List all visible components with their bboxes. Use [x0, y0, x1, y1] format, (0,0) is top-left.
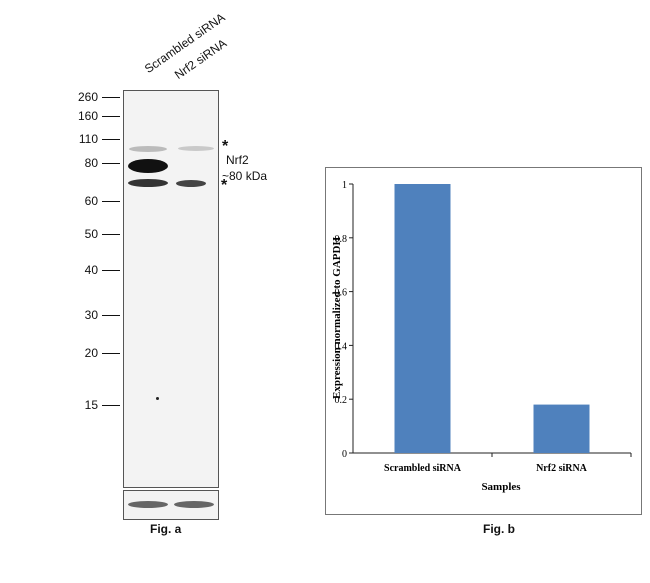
mw-tick-160: [102, 116, 120, 117]
mw-marker-60: 60: [84, 194, 98, 208]
y-tick-label: 1: [342, 180, 347, 191]
y-tick-label: 0.4: [335, 341, 348, 352]
mw-marker-80: 80: [84, 156, 98, 170]
bar-2: [533, 404, 590, 453]
x-tick-label: Nrf2 siRNA: [536, 463, 588, 474]
mw-tick-40: [102, 270, 120, 271]
band-nrf2-nonspecific-upper: [178, 146, 214, 151]
mw-marker-15: 15: [84, 398, 98, 412]
figure-a-caption: Fig. a: [150, 522, 182, 536]
mw-tick-20: [102, 353, 120, 354]
y-axis-title: Expression normalized to GAPDH: [331, 237, 343, 399]
mw-marker-110: 110: [78, 132, 98, 146]
loading-control-membrane: [123, 490, 219, 520]
mw-tick-80: [102, 163, 120, 164]
y-tick-label: 0.2: [335, 395, 348, 406]
mw-tick-260: [102, 97, 120, 98]
bar-1: [394, 184, 451, 453]
y-tick-label: 0.6: [335, 288, 348, 299]
blot-speck: [156, 397, 159, 400]
mw-tick-60: [102, 201, 120, 202]
band-scrambled-nrf2: [128, 159, 168, 173]
mw-marker-20: 20: [84, 346, 98, 360]
nonspecific-marker-lower: *: [221, 177, 228, 194]
target-label: Nrf2: [226, 153, 249, 167]
mw-marker-160: 160: [77, 109, 98, 123]
y-tick-label: 0.8: [335, 234, 348, 245]
band-loading-control-nrf2: [174, 501, 214, 508]
band-nrf2-nonspecific-lower: [176, 180, 206, 187]
y-tick-label: 0: [342, 449, 347, 460]
band-scrambled-nonspecific-lower: [128, 179, 168, 187]
mw-marker-50: 50: [84, 227, 98, 241]
mw-tick-110: [102, 139, 120, 140]
band-scrambled-nonspecific-upper: [129, 146, 167, 152]
nonspecific-marker-upper: *: [222, 138, 229, 155]
figure-b-caption: Fig. b: [483, 522, 515, 536]
mw-marker-40: 40: [84, 263, 98, 277]
x-tick-label: Scrambled siRNA: [384, 463, 462, 474]
mw-tick-15: [102, 405, 120, 406]
blot-membrane: [123, 90, 219, 488]
target-size-label: ~80 kDa: [222, 169, 268, 183]
mw-tick-50: [102, 234, 120, 235]
chart-frame: 0 0.2 0.4 0.6 0.8 1 Scrambled siRNA Nrf2 siRNA …: [325, 167, 642, 515]
mw-tick-30: [102, 315, 120, 316]
band-loading-control-scrambled: [128, 501, 168, 508]
x-axis-title: Samples: [481, 481, 521, 493]
mw-marker-30: 30: [84, 308, 98, 322]
mw-marker-260: 260: [77, 90, 98, 104]
